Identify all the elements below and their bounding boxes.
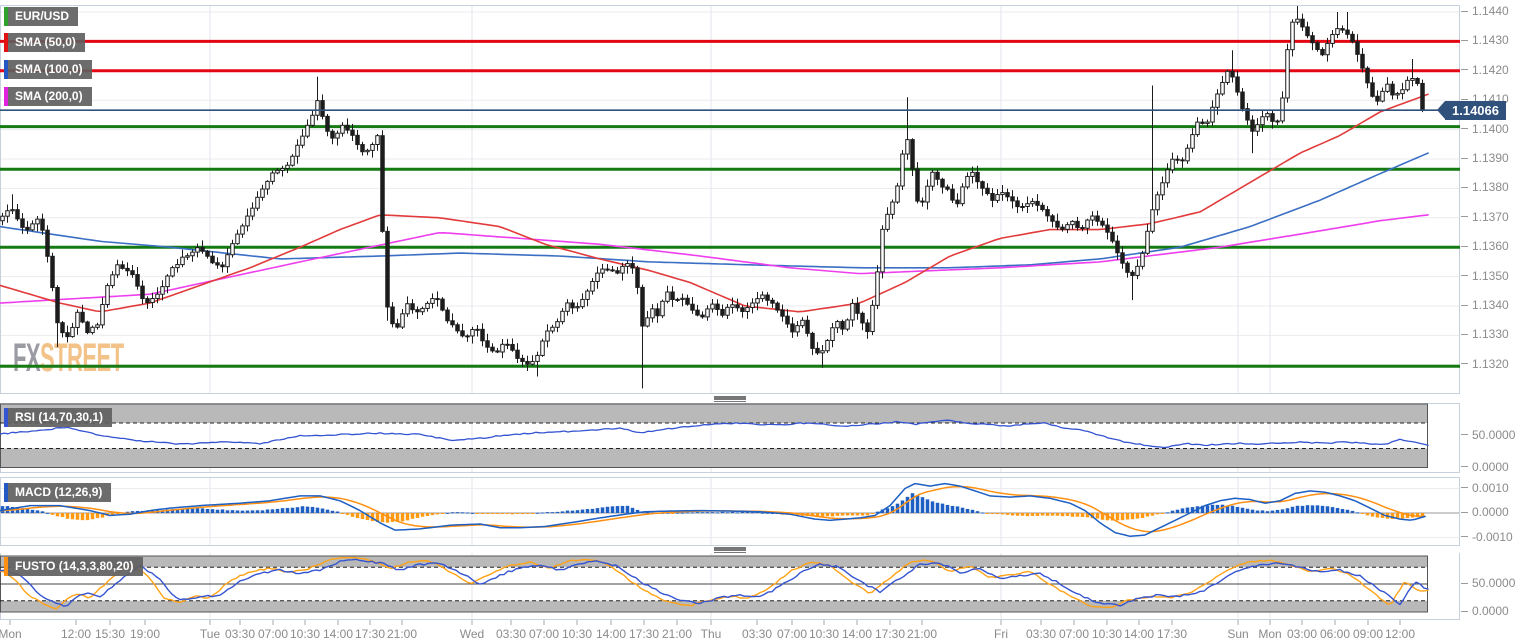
legend-symbol[interactable]: EUR/USD — [4, 7, 79, 26]
sma200-label: SMA (200,0) — [15, 89, 83, 103]
macd-label: MACD (12,26,9) — [15, 485, 103, 499]
indicator-tick-label: 0.0000 — [1461, 460, 1509, 474]
time-tick-label: 03:30 — [495, 627, 527, 641]
time-tick-label: 10:30 — [1091, 627, 1123, 641]
time-tick-label: 14:00 — [1123, 627, 1155, 641]
time-tick-label: 10:30 — [289, 627, 321, 641]
time-tick-label: 21:00 — [661, 627, 693, 641]
fxstreet-watermark: FXSTREET — [13, 335, 124, 380]
time-tick-label: 03:00 — [1286, 627, 1318, 641]
time-tick-label: 17:30 — [1156, 627, 1188, 641]
rsi-label: RSI (14,70,30,1) — [15, 410, 104, 424]
sma100-color-bar — [4, 60, 8, 79]
time-tick-label: Mon — [0, 627, 22, 641]
time-tick-label: 07:00 — [776, 627, 808, 641]
legend-sma100[interactable]: SMA (100,0) — [4, 60, 92, 79]
time-tick-label: Wed — [459, 627, 485, 641]
time-tick-label: 14:00 — [322, 627, 354, 641]
sma200-color-bar — [4, 87, 8, 106]
time-tick-label: Sun — [1227, 627, 1249, 641]
time-tick-label: 10:30 — [808, 627, 840, 641]
time-tick-label: 17:30 — [354, 627, 386, 641]
indicator-tick-label: 50.0000 — [1461, 428, 1515, 442]
sma50-color-bar — [4, 33, 8, 52]
price-tick-label: 1.1420 — [1461, 63, 1509, 77]
current-price-tag: 1.14066 — [1437, 100, 1506, 120]
separator-main-rsi — [0, 394, 1460, 403]
time-tick-label: 12:00 — [60, 627, 92, 641]
indicator-tick-label: 0.0000 — [1461, 505, 1509, 519]
rsi-color-bar — [4, 408, 8, 427]
fusto-label: FUSTO (14,3,3,80,20) — [15, 559, 134, 573]
macd-color-bar — [4, 483, 8, 502]
indicator-tick-label: -0.0010 — [1461, 530, 1513, 544]
price-tick-label: 1.1320 — [1461, 357, 1509, 371]
time-tick-label: Tue — [199, 627, 221, 641]
time-tick-label: 19:00 — [129, 627, 161, 641]
price-tick-label: 1.1380 — [1461, 180, 1509, 194]
price-tick-label: 1.1400 — [1461, 122, 1509, 136]
price-tick-label: 1.1370 — [1461, 210, 1509, 224]
price-tick-label: 1.1430 — [1461, 33, 1509, 47]
time-tick-label: 12:00 — [1384, 627, 1416, 641]
time-tick-label: 07:00 — [257, 627, 289, 641]
price-tick-label: 1.1330 — [1461, 327, 1509, 341]
time-tick-label: 15:30 — [94, 627, 126, 641]
time-tick-label: 03:30 — [741, 627, 773, 641]
time-tick-label: 07:00 — [1058, 627, 1090, 641]
legend-sma200[interactable]: SMA (200,0) — [4, 87, 92, 106]
time-tick-label: Thu — [700, 627, 722, 641]
time-tick-label: Mon — [1258, 627, 1282, 641]
price-tick-label: 1.1350 — [1461, 269, 1509, 283]
time-tick-label: Fri — [994, 627, 1008, 641]
price-tick-label: 1.1340 — [1461, 298, 1509, 312]
legend-fusto[interactable]: FUSTO (14,3,3,80,20) — [4, 557, 143, 576]
indicator-tick-label: 50.0000 — [1461, 576, 1515, 590]
price-tick-label: 1.1360 — [1461, 239, 1509, 253]
indicator-tick-label: 0.0010 — [1461, 481, 1509, 495]
indicator-tick-label: 0.0000 — [1461, 604, 1509, 618]
time-tick-label: 17:30 — [628, 627, 660, 641]
time-tick-label: 06:00 — [1319, 627, 1351, 641]
legend-sma50[interactable]: SMA (50,0) — [4, 33, 85, 52]
time-tick-label: 17:30 — [874, 627, 906, 641]
panel-resize-handle[interactable] — [714, 396, 746, 402]
time-tick-label: 21:00 — [906, 627, 938, 641]
time-tick-label: 10:30 — [561, 627, 593, 641]
panel-resize-handle[interactable] — [714, 547, 746, 553]
fusto-color-bar — [4, 557, 8, 576]
time-tick-label: 03:30 — [1025, 627, 1057, 641]
legend-rsi[interactable]: RSI (14,70,30,1) — [4, 408, 113, 427]
time-tick-label: 03:30 — [224, 627, 256, 641]
watermark-fx: FX — [13, 335, 41, 380]
watermark-street: STREET — [40, 335, 124, 380]
legend-macd[interactable]: MACD (12,26,9) — [4, 483, 112, 502]
time-tick-label: 07:00 — [528, 627, 560, 641]
price-tick-label: 1.1390 — [1461, 151, 1509, 165]
sma100-label: SMA (100,0) — [15, 62, 83, 76]
time-tick-label: 21:00 — [386, 627, 418, 641]
time-tick-label: 14:00 — [595, 627, 627, 641]
time-tick-label: 09:00 — [1352, 627, 1384, 641]
symbol-color-bar — [4, 7, 8, 26]
price-tick-label: 1.1440 — [1461, 4, 1509, 18]
symbol-label: EUR/USD — [15, 9, 70, 23]
sma50-label: SMA (50,0) — [15, 35, 76, 49]
current-price-value: 1.14066 — [1452, 102, 1499, 118]
time-tick-label: 14:00 — [841, 627, 873, 641]
separator-macd-fusto — [0, 546, 1460, 553]
